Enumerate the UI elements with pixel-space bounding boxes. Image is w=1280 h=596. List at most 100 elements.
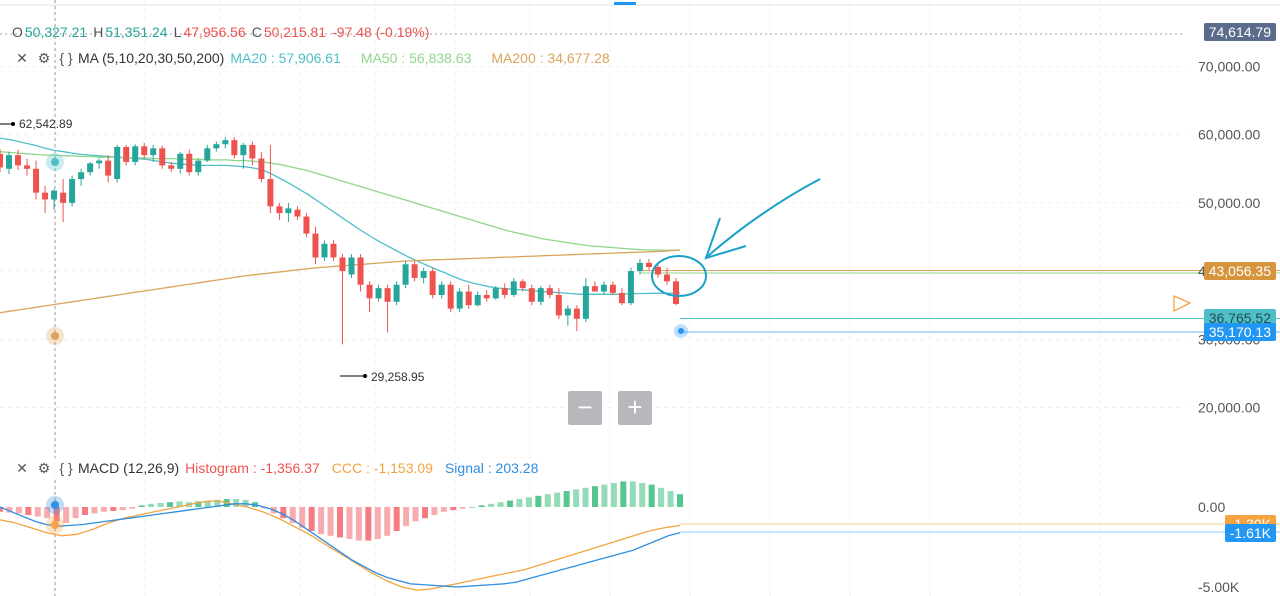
macd-title: MACD (12,26,9) — [78, 460, 180, 476]
candle — [321, 240, 328, 261]
top-price-tag: 74,614.79 — [1203, 23, 1276, 41]
ccc-value: CCC : -1,153.09 — [331, 460, 433, 476]
macd-histogram-bar — [355, 507, 362, 541]
candle — [249, 141, 256, 166]
candle-body — [600, 284, 607, 292]
candle — [285, 202, 292, 222]
candle-body — [123, 146, 130, 162]
macd-histogram-bar — [72, 507, 79, 519]
candle — [294, 206, 301, 220]
crosshair-dot-ccc — [51, 521, 59, 529]
candle-body — [339, 257, 346, 272]
candle — [618, 288, 625, 306]
drawn-arrow — [707, 178, 821, 257]
candle — [123, 144, 130, 166]
candle-body — [663, 274, 670, 282]
macd-histogram-bar — [63, 507, 70, 523]
zoom-out-button[interactable]: − — [568, 391, 602, 425]
candle — [582, 277, 589, 323]
macd-histogram-bar — [610, 483, 617, 507]
candle-body — [105, 160, 112, 176]
macd-histogram-bar — [658, 487, 665, 507]
candle — [411, 260, 418, 282]
candle-body — [673, 281, 679, 305]
close-icon[interactable]: ✕ — [16, 50, 28, 66]
candle — [141, 142, 148, 159]
candle — [600, 281, 607, 295]
candle — [528, 284, 535, 306]
candle — [213, 141, 220, 152]
candle-body — [591, 286, 598, 292]
candle — [69, 175, 76, 207]
candle-body — [348, 257, 355, 275]
candle — [546, 284, 553, 299]
signal-value: Signal : 203.28 — [444, 460, 539, 476]
macd-signal-line — [0, 503, 681, 588]
candle-body — [114, 146, 121, 180]
candle — [87, 161, 94, 176]
candle-body — [42, 192, 49, 200]
candle — [366, 281, 373, 313]
candle — [258, 151, 265, 183]
candle — [150, 144, 157, 162]
candle — [33, 160, 40, 200]
macd-histogram-bar — [554, 492, 561, 507]
open-label: O — [12, 24, 23, 40]
high-price-label: 62,542.89 — [19, 117, 73, 131]
crosshair-dot-ma20 — [51, 158, 59, 166]
settings-icon[interactable]: ⚙ — [37, 460, 51, 476]
candle — [222, 137, 229, 149]
macd-histogram-bar — [535, 495, 542, 507]
candle-body — [15, 155, 22, 166]
candle-body — [420, 271, 427, 278]
candle — [645, 258, 652, 270]
last-price-dot — [678, 328, 684, 334]
candle-body — [492, 288, 499, 299]
macd-histogram-bar — [629, 481, 636, 507]
candle — [6, 151, 13, 175]
low-marker-dot — [363, 374, 367, 378]
low-label: L — [173, 24, 182, 40]
ma50-value: MA50 : 56,838.63 — [360, 50, 472, 66]
candle-body — [204, 148, 211, 161]
candle — [492, 286, 499, 300]
candle — [195, 158, 202, 176]
macd-histogram-bar — [374, 507, 381, 539]
macd-histogram-bar — [0, 507, 3, 512]
macd-histogram-bar — [667, 491, 674, 507]
high-value: 51,351.24 — [105, 24, 168, 40]
candle-body — [222, 140, 229, 145]
close-icon[interactable]: ✕ — [16, 460, 28, 476]
candle-body — [87, 163, 94, 173]
candle — [348, 254, 355, 278]
macd-histogram-bar — [129, 507, 136, 509]
candle — [573, 305, 580, 332]
macd-histogram-bar — [195, 501, 202, 507]
ma200-value: MA200 : 34,677.28 — [491, 50, 610, 66]
candle-body — [177, 153, 184, 169]
drawn-arrow-head — [704, 217, 747, 260]
candle — [510, 277, 517, 298]
macd-histogram-bar — [34, 507, 41, 517]
macd-histogram-bar — [459, 507, 466, 509]
code-icon[interactable]: { } — [59, 50, 73, 66]
settings-icon[interactable]: ⚙ — [37, 50, 51, 66]
candle — [555, 288, 562, 319]
macd-histogram-bar — [157, 503, 164, 507]
crosshair-dot-macd — [51, 501, 59, 509]
candle-body — [141, 146, 148, 156]
candle — [51, 189, 58, 210]
candle — [15, 149, 22, 171]
candle-body — [51, 190, 58, 200]
zoom-in-button[interactable]: + — [618, 391, 652, 425]
macd-histogram-bar — [204, 500, 211, 507]
ma20-price-tag: 36,765.52 — [1203, 309, 1276, 327]
candle-body — [654, 266, 661, 275]
ohlc-legend: O 50,327.21 H 51,351.24 L 47,956.56 C 50… — [12, 22, 435, 42]
macd-histogram-bar — [53, 507, 60, 522]
last-price-tag: 35,170.13 — [1203, 323, 1276, 341]
candle-body — [231, 140, 238, 156]
candle-body — [240, 144, 247, 156]
code-icon[interactable]: { } — [59, 460, 73, 476]
